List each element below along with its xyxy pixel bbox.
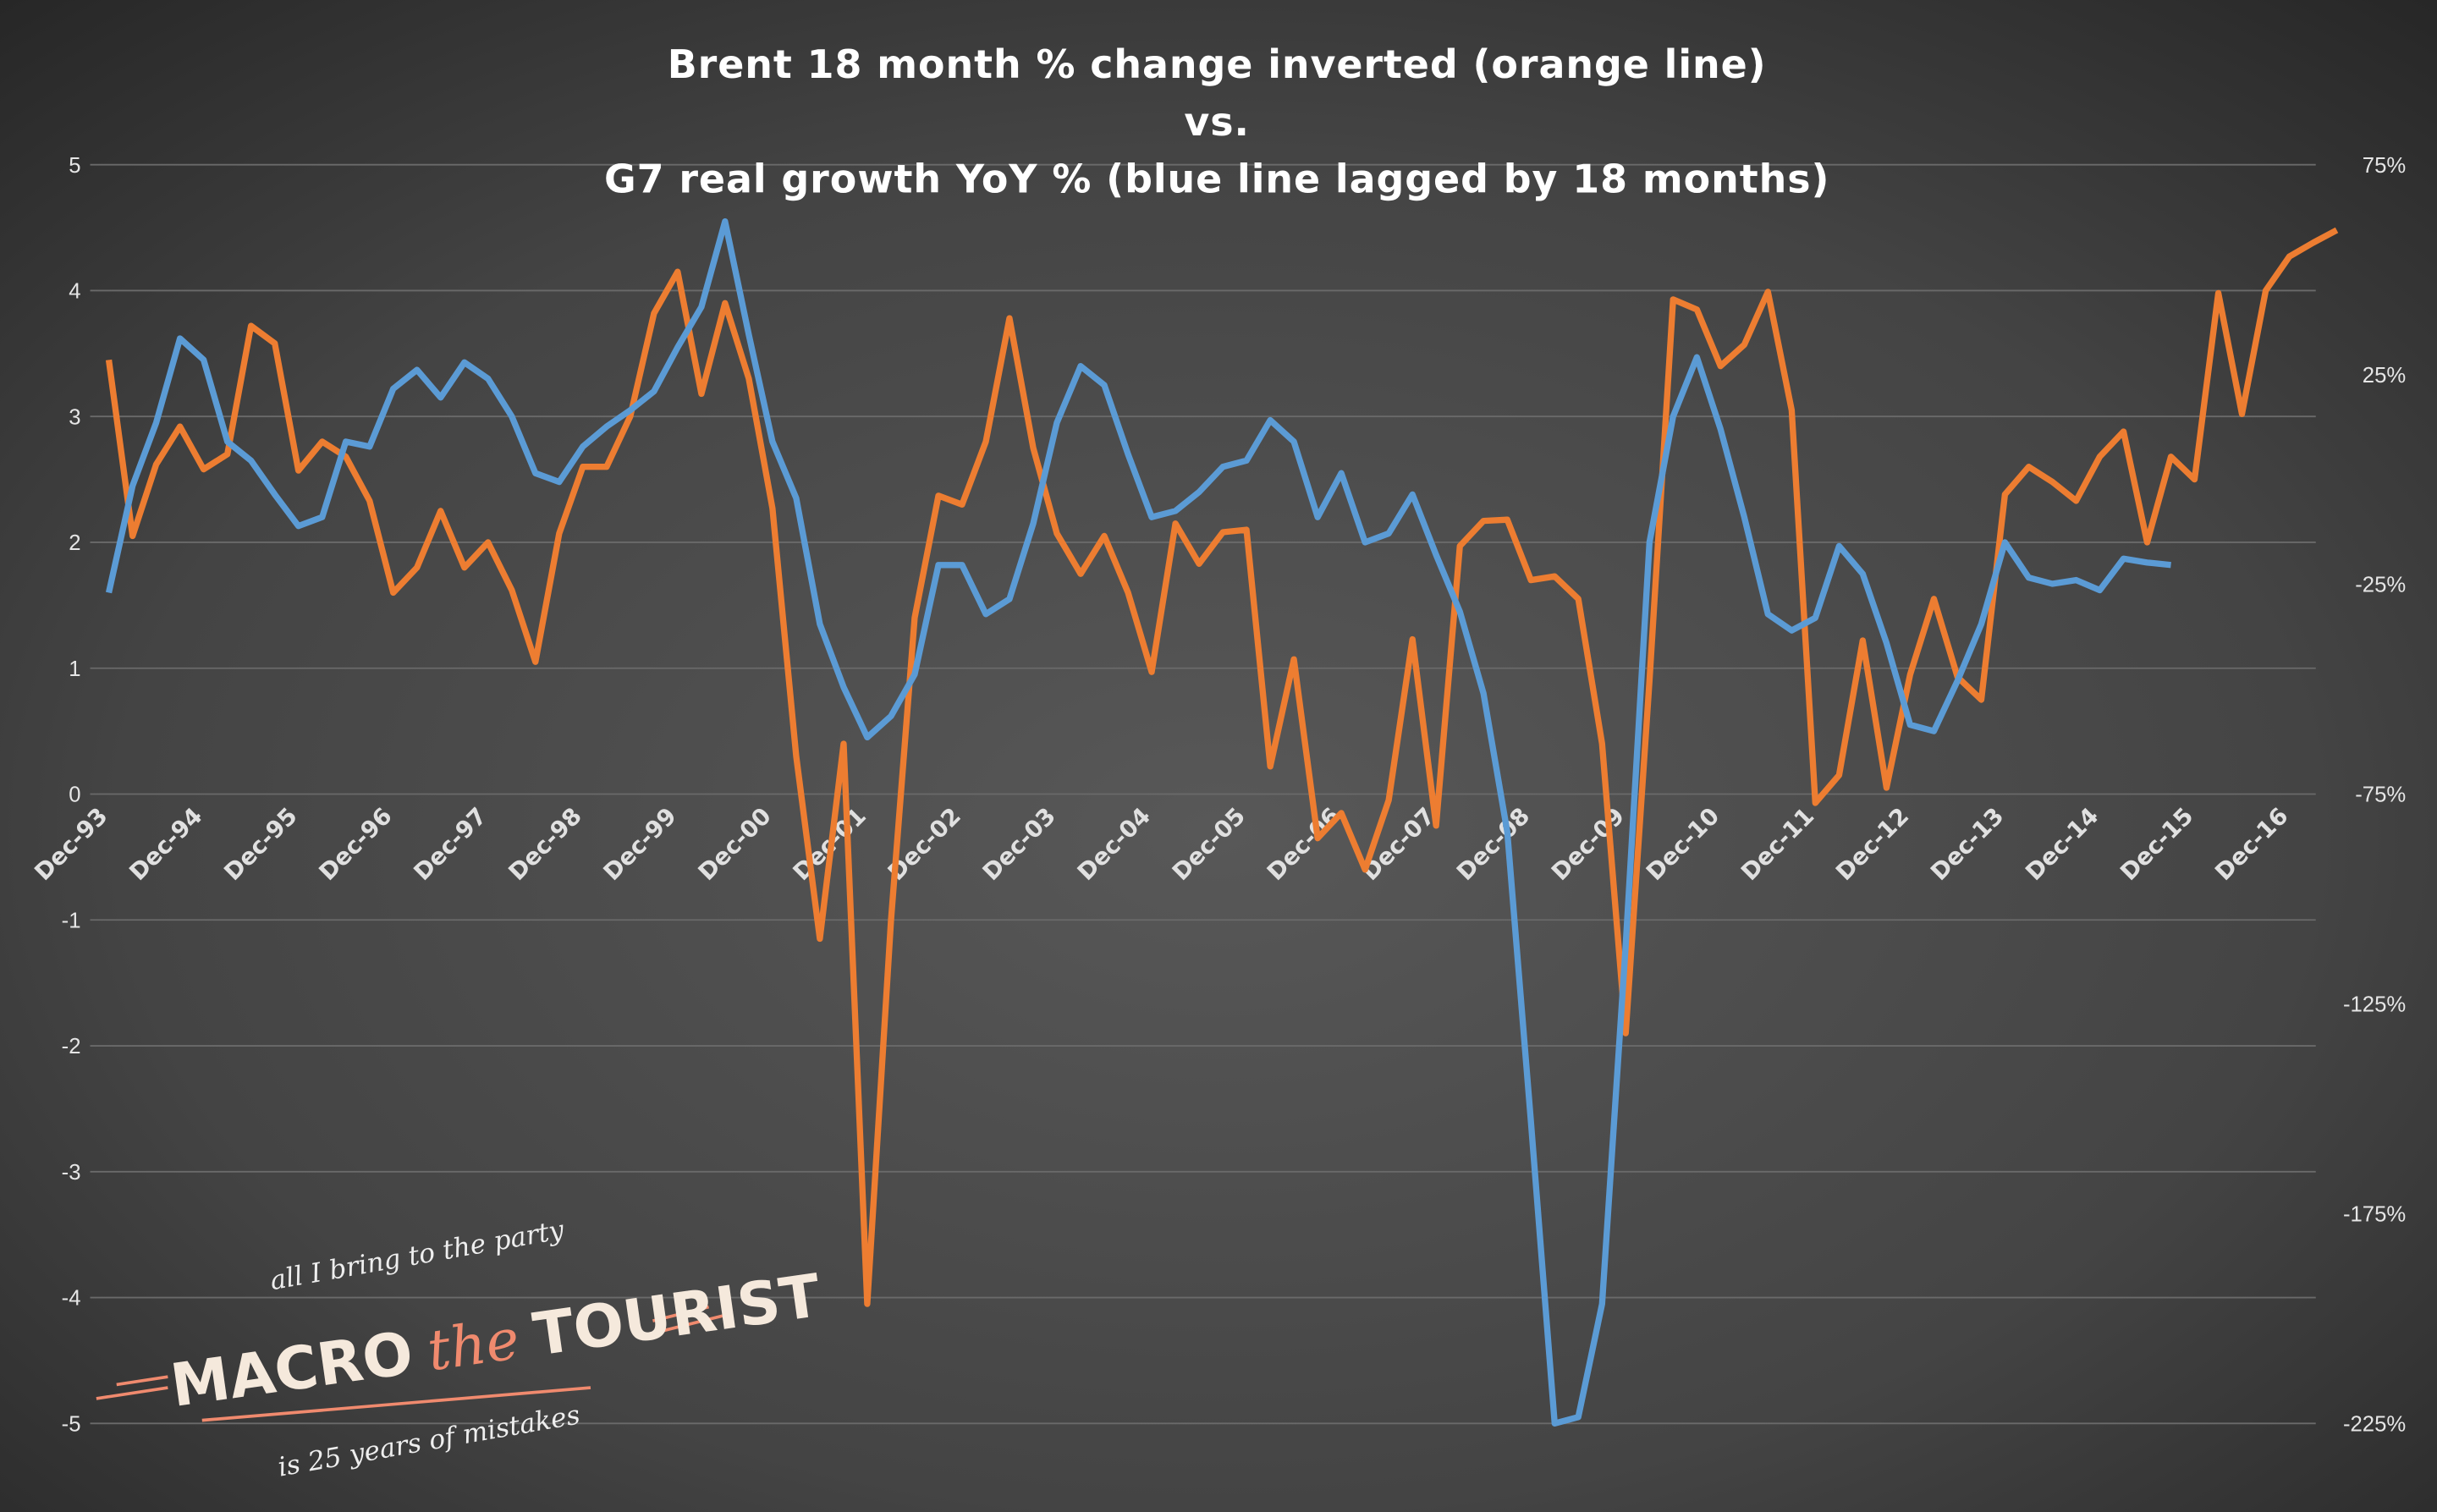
left-axis-tick-label: -3 <box>62 1161 81 1185</box>
left-axis-tick-label: 0 <box>69 783 80 807</box>
plot-lines <box>105 218 2339 1427</box>
left-axis: 5 4 3 2 1 0 -1 -2 -3 -4 -5 <box>62 154 81 1437</box>
left-axis-tick-label: 2 <box>69 531 80 555</box>
right-axis-tick-label: -125% <box>2343 993 2406 1017</box>
logo-speed-lines <box>96 1305 729 1422</box>
chart-title: Brent 18 month % change inverted (orange… <box>604 41 1829 202</box>
left-axis-tick-label: -4 <box>62 1287 81 1311</box>
left-axis-tick-label: -2 <box>62 1035 81 1058</box>
left-axis-tick-label: 4 <box>69 280 80 304</box>
title-line-2: vs. <box>1184 99 1249 145</box>
logo-word-the: the <box>423 1306 523 1383</box>
right-axis-tick-label: 25% <box>2363 364 2406 388</box>
left-axis-tick-label: 3 <box>69 405 80 429</box>
left-axis-tick-label: -1 <box>62 909 81 932</box>
left-axis-tick-label: -5 <box>62 1412 81 1436</box>
right-axis-tick-label: -25% <box>2355 574 2406 597</box>
title-line-3: G7 real growth YoY % (blue line lagged b… <box>604 157 1829 202</box>
gridlines <box>90 163 2316 1425</box>
g7-growth-line-blue <box>105 218 2171 1427</box>
left-axis-tick-label: 1 <box>69 657 80 681</box>
right-axis-tick-label: -75% <box>2355 783 2406 807</box>
right-axis-tick-label: -225% <box>2343 1412 2406 1436</box>
right-axis-tick-label: 75% <box>2363 154 2406 178</box>
left-axis-tick-label: 5 <box>69 154 80 178</box>
title-line-1: Brent 18 month % change inverted (orange… <box>668 41 1767 87</box>
right-axis: 75% 25% -25% -75% -125% -175% -225% <box>2343 154 2406 1437</box>
right-axis-tick-label: -175% <box>2343 1203 2406 1227</box>
